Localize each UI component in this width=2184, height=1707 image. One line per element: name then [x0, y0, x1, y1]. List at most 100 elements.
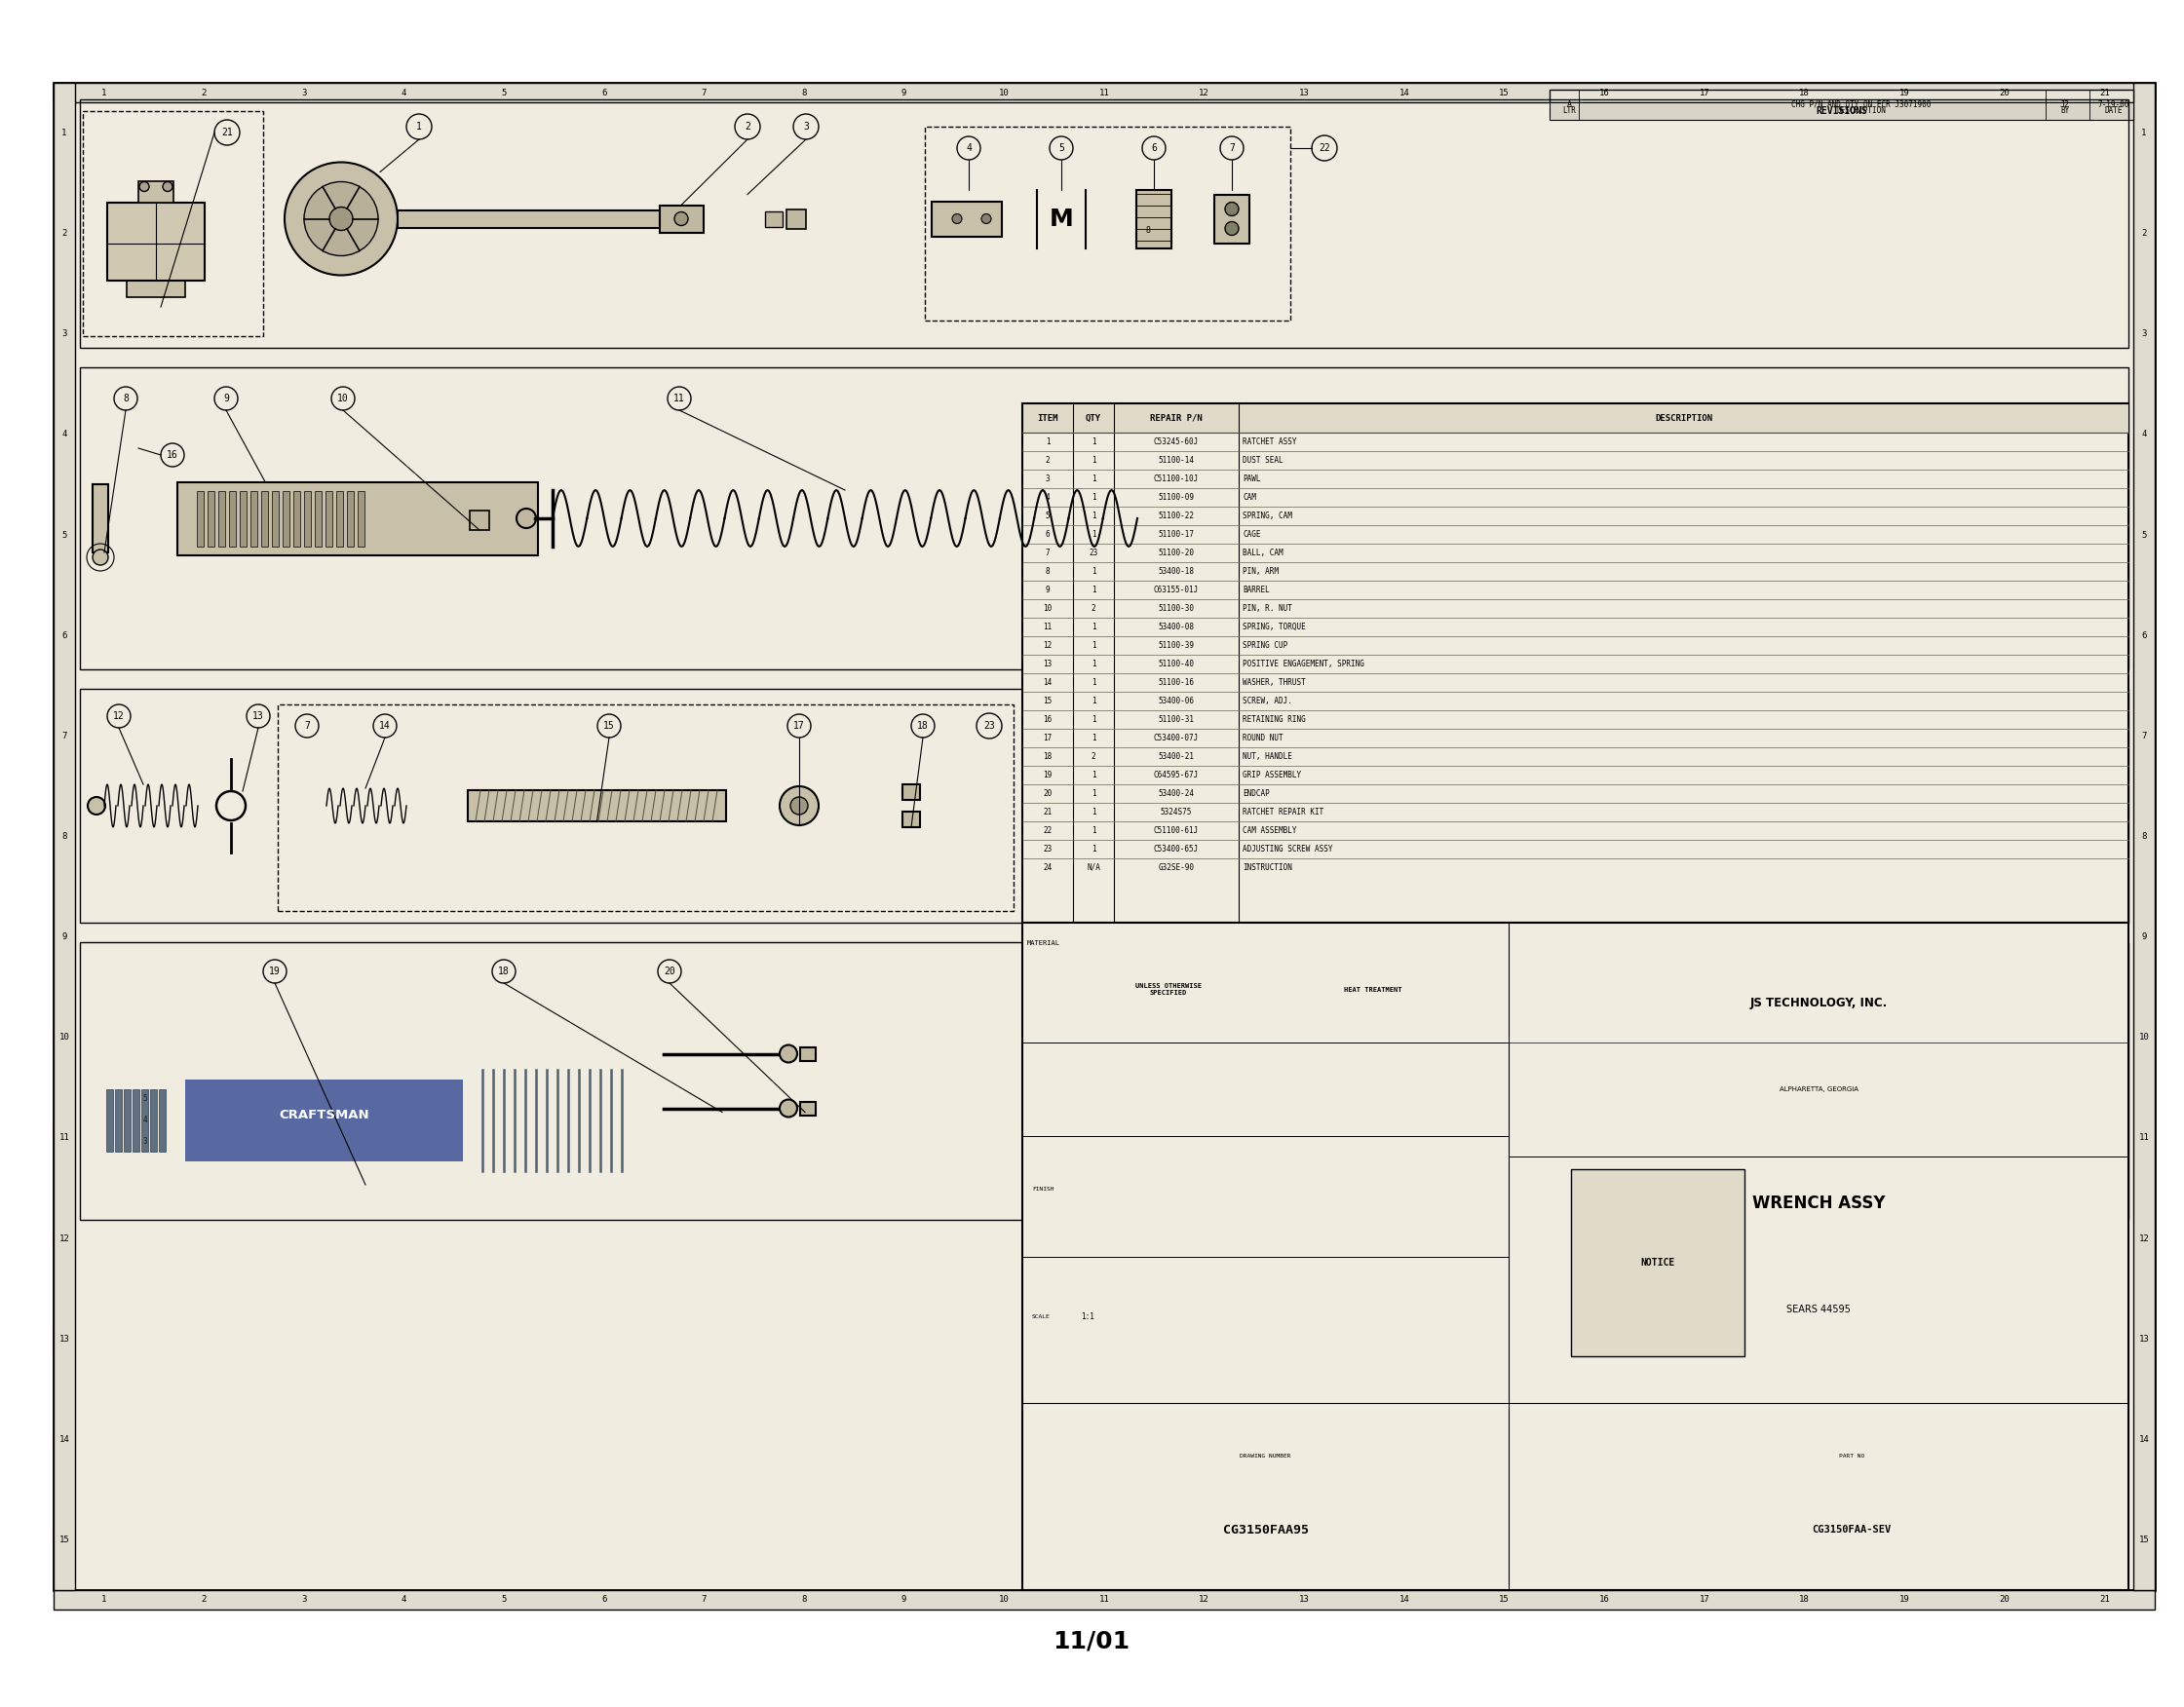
- Text: 14: 14: [1400, 1596, 1409, 1605]
- Circle shape: [780, 1045, 797, 1062]
- Text: 51100-39: 51100-39: [1158, 640, 1195, 650]
- Text: 1: 1: [1046, 437, 1051, 446]
- Text: N/A: N/A: [1088, 862, 1101, 872]
- Text: A: A: [1566, 101, 1572, 109]
- Text: SCREW, ADJ.: SCREW, ADJ.: [1243, 696, 1293, 705]
- Bar: [924, 126, 1291, 321]
- Text: 23: 23: [1090, 548, 1099, 556]
- Text: 8: 8: [802, 89, 806, 97]
- Bar: [107, 201, 205, 280]
- Circle shape: [373, 714, 397, 737]
- Text: 51100-30: 51100-30: [1158, 604, 1195, 613]
- Circle shape: [668, 387, 690, 410]
- Text: 5: 5: [142, 1094, 149, 1103]
- Circle shape: [1225, 222, 1238, 236]
- Text: 2: 2: [1092, 751, 1096, 761]
- Bar: [336, 490, 343, 546]
- Text: 8: 8: [1147, 225, 1151, 236]
- Text: 1:1: 1:1: [1081, 1313, 1094, 1321]
- Text: DUST SEAL: DUST SEAL: [1243, 456, 1284, 464]
- Bar: [207, 490, 214, 546]
- Text: 19: 19: [1900, 1596, 1909, 1605]
- Text: C53245-60J: C53245-60J: [1153, 437, 1199, 446]
- Text: 4: 4: [402, 1596, 406, 1605]
- Text: PIN, R. NUT: PIN, R. NUT: [1243, 604, 1293, 613]
- Text: 1: 1: [1092, 456, 1096, 464]
- Text: ALPHARETTA, GEORGIA: ALPHARETTA, GEORGIA: [1780, 1087, 1859, 1092]
- Bar: [55, 1591, 2156, 1610]
- Text: 51100-22: 51100-22: [1158, 512, 1195, 521]
- Circle shape: [734, 114, 760, 140]
- Text: 12: 12: [1044, 640, 1053, 650]
- Text: CAGE: CAGE: [1243, 529, 1260, 539]
- Text: SCALE: SCALE: [1033, 1314, 1051, 1320]
- Text: 10: 10: [998, 1596, 1009, 1605]
- Text: 1: 1: [1092, 715, 1096, 724]
- Text: 7: 7: [1230, 143, 1234, 154]
- Text: 2: 2: [745, 121, 751, 131]
- Text: PAWL: PAWL: [1243, 475, 1260, 483]
- Bar: [186, 1079, 463, 1161]
- Text: 3: 3: [142, 1137, 149, 1147]
- Bar: [1022, 403, 2129, 923]
- Text: 7-19-00: 7-19-00: [2099, 101, 2129, 109]
- Text: 1: 1: [1092, 529, 1096, 539]
- Circle shape: [330, 207, 354, 230]
- Text: ADJUSTING SCREW ASSY: ADJUSTING SCREW ASSY: [1243, 845, 1332, 854]
- Text: 14: 14: [2138, 1436, 2149, 1444]
- Text: NOTICE: NOTICE: [1640, 1258, 1675, 1268]
- Text: 8: 8: [802, 1596, 806, 1605]
- Polygon shape: [129, 481, 181, 555]
- Bar: [660, 205, 703, 232]
- Text: 16: 16: [166, 451, 179, 459]
- Text: 1: 1: [61, 128, 68, 138]
- Text: 1: 1: [1092, 826, 1096, 835]
- Bar: [786, 208, 806, 229]
- Text: 15: 15: [2138, 1536, 2149, 1545]
- Text: 13: 13: [2138, 1335, 2149, 1343]
- Text: 7: 7: [701, 1596, 708, 1605]
- Circle shape: [164, 181, 173, 191]
- Text: 21: 21: [221, 128, 234, 137]
- Text: 1: 1: [2143, 128, 2147, 138]
- Text: 12: 12: [2138, 1234, 2149, 1243]
- Bar: [124, 1089, 131, 1152]
- Text: NUT, HANDLE: NUT, HANDLE: [1243, 751, 1293, 761]
- Text: 4: 4: [402, 89, 406, 97]
- Bar: [262, 490, 269, 546]
- Text: 17: 17: [1699, 89, 1710, 97]
- Text: DRAWING NUMBER: DRAWING NUMBER: [1241, 1454, 1291, 1459]
- Text: 1: 1: [1092, 789, 1096, 797]
- Bar: [799, 1101, 815, 1115]
- Circle shape: [114, 387, 138, 410]
- Bar: [347, 490, 354, 546]
- Text: 7: 7: [2143, 732, 2147, 741]
- Bar: [133, 1089, 140, 1152]
- Circle shape: [780, 787, 819, 824]
- Text: 51100-40: 51100-40: [1158, 659, 1195, 667]
- Circle shape: [406, 114, 432, 140]
- Text: 21: 21: [2099, 89, 2110, 97]
- Text: 3: 3: [301, 89, 306, 97]
- Circle shape: [780, 1099, 797, 1116]
- Text: 23: 23: [1044, 845, 1053, 854]
- Bar: [83, 111, 262, 336]
- Circle shape: [981, 213, 992, 224]
- Text: 2: 2: [61, 229, 68, 237]
- Circle shape: [295, 714, 319, 737]
- Text: ENDCAP: ENDCAP: [1243, 789, 1269, 797]
- Bar: [304, 490, 310, 546]
- Bar: [197, 490, 203, 546]
- Circle shape: [957, 137, 981, 160]
- Text: 9: 9: [61, 932, 68, 941]
- Circle shape: [304, 181, 378, 256]
- Text: 5: 5: [61, 531, 68, 539]
- Text: C51100-10J: C51100-10J: [1153, 475, 1199, 483]
- Bar: [1136, 189, 1171, 248]
- Bar: [1214, 195, 1249, 242]
- Text: 6: 6: [61, 632, 68, 640]
- Text: 11: 11: [59, 1133, 70, 1142]
- Text: 9: 9: [223, 394, 229, 403]
- Circle shape: [952, 213, 961, 224]
- Text: 7: 7: [701, 89, 708, 97]
